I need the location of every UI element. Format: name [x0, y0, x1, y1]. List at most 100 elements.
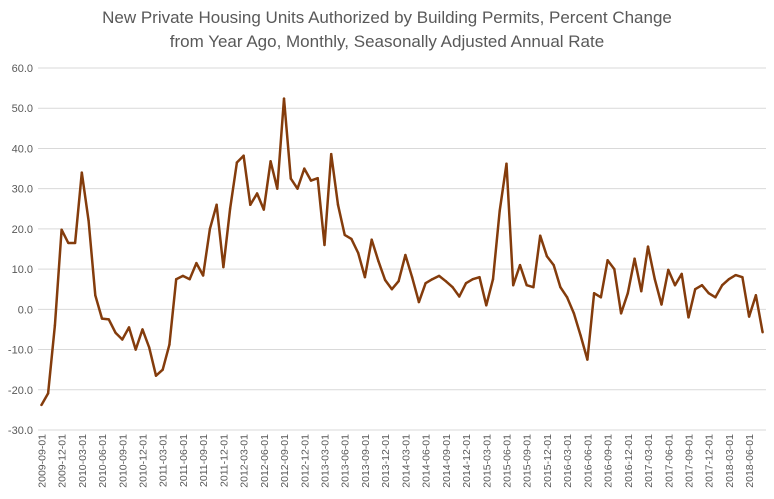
x-tick-label: 2016-12-01	[623, 434, 635, 488]
data-point	[525, 284, 528, 287]
x-tick-label: 2012-06-01	[259, 434, 271, 488]
x-tick-label: 2016-09-01	[603, 434, 615, 488]
data-point	[303, 167, 306, 170]
data-point	[114, 331, 117, 334]
data-point	[201, 274, 205, 277]
data-point	[464, 281, 468, 285]
x-tick-label: 2009-12-01	[57, 434, 69, 488]
data-point	[188, 277, 191, 281]
data-point	[626, 292, 630, 295]
data-point	[289, 177, 292, 180]
data-point	[586, 358, 589, 361]
x-tick-label: 2015-03-01	[481, 434, 493, 488]
x-tick-label: 2013-03-01	[319, 434, 331, 488]
y-tick-label: -10.0	[8, 345, 33, 357]
data-point	[741, 275, 744, 279]
data-point	[235, 161, 239, 164]
x-tick-label: 2012-09-01	[279, 434, 291, 488]
data-point	[100, 317, 104, 320]
data-point	[437, 274, 441, 278]
data-point	[40, 403, 43, 407]
data-point	[141, 328, 144, 331]
data-point	[458, 295, 461, 298]
data-point	[195, 261, 198, 265]
x-tick-label: 2014-06-01	[421, 434, 433, 488]
data-point	[154, 374, 158, 377]
y-axis-tick-labels: 60.0 50.0 40.0 30.0 20.0 10.0 0.0 -10.0 -20.0 -30…	[8, 63, 33, 437]
data-point	[127, 326, 131, 329]
data-point	[471, 277, 474, 281]
x-tick-label: 2016-03-01	[562, 434, 574, 488]
x-tick-label: 2010-06-01	[97, 434, 109, 488]
x-tick-label: 2014-12-01	[461, 434, 473, 488]
data-point	[646, 245, 650, 248]
data-point	[60, 228, 63, 231]
data-point	[67, 241, 70, 245]
data-point	[208, 227, 212, 231]
gridlines	[38, 67, 766, 431]
data-point	[707, 292, 710, 295]
data-point	[700, 284, 704, 287]
data-point	[451, 286, 454, 289]
y-tick-label: 0.0	[18, 304, 33, 316]
data-point	[538, 234, 542, 237]
data-point	[673, 284, 677, 287]
data-point	[161, 368, 164, 371]
y-tick-label: 40.0	[12, 143, 33, 155]
data-point	[417, 300, 421, 304]
data-point	[559, 286, 562, 289]
x-tick-label: 2010-09-01	[117, 434, 129, 488]
data-point	[121, 338, 124, 341]
x-tick-label: 2015-12-01	[542, 434, 554, 488]
data-point	[222, 265, 225, 269]
data-point	[107, 318, 110, 321]
y-tick-label: -30.0	[8, 425, 33, 437]
data-point	[404, 253, 407, 257]
data-point	[505, 162, 508, 165]
data-point	[46, 392, 50, 395]
data-point	[343, 233, 346, 237]
data-point	[424, 281, 427, 285]
data-point	[276, 187, 279, 190]
x-tick-label: 2018-03-01	[724, 434, 736, 488]
data-point	[720, 284, 724, 287]
chart-title-line-1: New Private Housing Units Authorized by …	[102, 8, 672, 27]
x-tick-label: 2013-12-01	[380, 434, 392, 488]
data-point	[694, 288, 697, 291]
data-point	[754, 294, 758, 297]
data-point	[687, 316, 690, 319]
data-point	[370, 238, 373, 241]
data-point	[518, 263, 522, 267]
y-tick-label: 20.0	[12, 224, 33, 236]
data-point	[215, 203, 218, 206]
data-point	[431, 277, 434, 281]
data-point	[53, 324, 57, 327]
x-tick-label: 2018-06-01	[744, 434, 756, 488]
y-tick-label: 30.0	[12, 184, 33, 196]
data-point	[734, 273, 737, 277]
series-line	[40, 97, 764, 406]
data-point	[545, 255, 549, 258]
x-tick-label: 2015-09-01	[522, 434, 534, 488]
data-point	[168, 343, 171, 346]
data-point	[134, 348, 137, 351]
x-tick-label: 2013-09-01	[360, 434, 372, 488]
data-point	[323, 243, 326, 247]
data-point	[619, 312, 623, 315]
x-tick-label: 2014-03-01	[400, 434, 412, 488]
data-point	[242, 154, 245, 157]
x-tick-label: 2012-12-01	[299, 434, 311, 488]
x-tick-label: 2013-06-01	[340, 434, 352, 488]
series-layer	[40, 97, 764, 407]
data-point	[181, 274, 185, 278]
data-point	[761, 331, 764, 334]
data-point	[660, 303, 663, 306]
data-point	[148, 346, 151, 349]
x-tick-label: 2017-03-01	[643, 434, 655, 488]
x-tick-label: 2014-09-01	[441, 434, 453, 488]
data-point	[350, 237, 353, 241]
data-point	[485, 304, 488, 307]
data-point	[228, 207, 232, 210]
data-point	[94, 294, 97, 297]
